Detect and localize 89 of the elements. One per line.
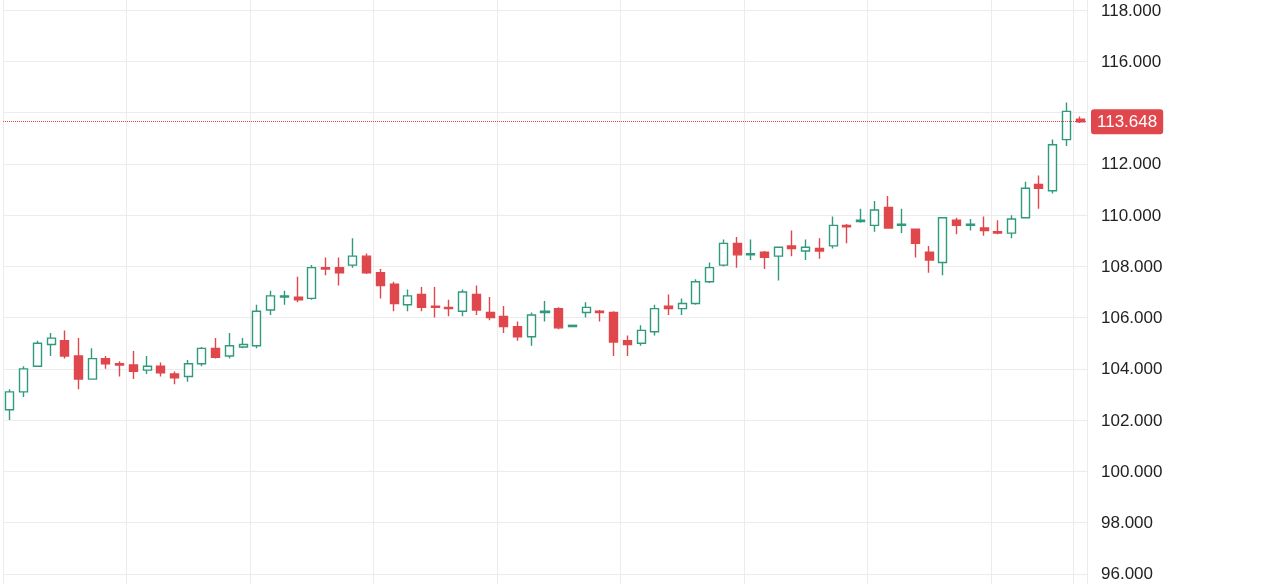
- candlestick: [773, 246, 784, 282]
- candlestick: [622, 334, 633, 357]
- candlestick: [855, 208, 866, 224]
- candlestick: [649, 304, 660, 337]
- candlestick: [677, 297, 688, 316]
- ref-line-label: 113.648: [1097, 112, 1158, 132]
- candlestick: [100, 355, 111, 370]
- candlestick: [841, 223, 852, 245]
- y-tick-label: 118.000: [1101, 0, 1162, 20]
- candlestick: [1061, 101, 1072, 147]
- candlestick: [389, 281, 400, 312]
- candlestick: [828, 215, 839, 250]
- candlestick: [279, 290, 290, 306]
- candlestick: [265, 290, 276, 316]
- candlestick: [430, 286, 441, 319]
- candlestick: [128, 350, 139, 380]
- y-tick-label: 98.000: [1101, 513, 1153, 533]
- candlestick: [704, 261, 715, 284]
- candlestick: [786, 229, 797, 257]
- candlestick: [992, 219, 1003, 236]
- candlestick: [1006, 214, 1017, 239]
- y-tick-label: 106.000: [1101, 308, 1163, 328]
- candlestick: [951, 217, 962, 236]
- candlestick: [896, 208, 907, 234]
- candlestick: [924, 245, 935, 274]
- candlestick: [443, 298, 454, 318]
- y-tick-label: 116.000: [1101, 51, 1162, 71]
- candlestick: [1047, 138, 1058, 195]
- candlestick: [485, 296, 496, 321]
- candlestick: [732, 236, 743, 269]
- candlestick: [910, 228, 921, 259]
- candlestick: [402, 288, 413, 312]
- candlestick: [1020, 181, 1031, 219]
- candlestick: [375, 268, 386, 300]
- y-tick-label: 104.000: [1101, 359, 1163, 379]
- candlestick: [979, 215, 990, 237]
- candlestick: [142, 355, 153, 375]
- candlestick: [594, 309, 605, 323]
- candlestick: [416, 286, 427, 312]
- candlestick: [814, 237, 825, 260]
- y-tick-label: 100.000: [1101, 461, 1163, 481]
- candlestick: [553, 306, 564, 330]
- candlestick: [690, 278, 701, 306]
- candlestick: [18, 365, 29, 398]
- candlestick: [745, 238, 756, 261]
- candlestick: [937, 217, 948, 277]
- y-tick-label: 108.000: [1101, 256, 1163, 276]
- y-tick-label: 112.000: [1101, 154, 1162, 174]
- candlestick: [224, 332, 235, 360]
- candlestick: [59, 329, 70, 360]
- candlestick: [512, 320, 523, 342]
- candlestick: [663, 293, 674, 316]
- candlestick: [169, 370, 180, 385]
- candlestick: [457, 288, 468, 318]
- candlestick: [361, 252, 372, 275]
- candlestick: [759, 250, 770, 270]
- candlestick: [155, 361, 166, 378]
- candlestick: [539, 300, 551, 323]
- candlestick: [883, 195, 894, 229]
- candlestick: [498, 305, 509, 334]
- candlestick: [471, 284, 482, 316]
- candlestick: [196, 346, 207, 367]
- y-tick-label: 110.000: [1101, 205, 1162, 225]
- candlestick: [293, 275, 304, 303]
- candlestick: [636, 324, 647, 347]
- candlestick: [526, 311, 537, 347]
- candlestick: [347, 237, 358, 269]
- candlestick: [718, 238, 729, 268]
- candlestick: [581, 301, 592, 319]
- candlestick: [800, 238, 811, 261]
- candlestick: [114, 360, 125, 378]
- candlestick: [334, 256, 345, 287]
- candlestick: [306, 264, 317, 301]
- candlestick: [251, 304, 262, 350]
- candlestick: [210, 337, 221, 360]
- candlestick: [183, 359, 194, 383]
- candlestick: [238, 337, 249, 350]
- y-tick-label: 102.000: [1101, 410, 1163, 430]
- y-tick-label: 96.000: [1101, 564, 1153, 584]
- candlestick: [320, 256, 331, 277]
- candlestick: [87, 347, 98, 380]
- candlestick: [965, 218, 976, 232]
- candlestick: [608, 310, 619, 357]
- candlestick: [4, 388, 15, 421]
- candlestick: [73, 337, 84, 391]
- candlestick: [869, 200, 880, 233]
- candlestick: [32, 339, 43, 367]
- candlestick: [46, 332, 57, 357]
- candlestick: [1033, 174, 1044, 210]
